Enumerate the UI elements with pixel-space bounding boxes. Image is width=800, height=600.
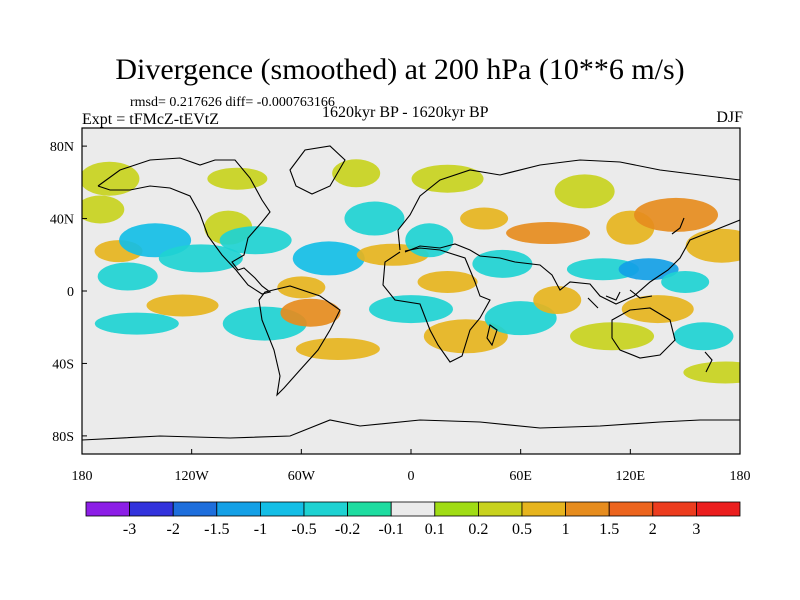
field-patch bbox=[506, 222, 591, 245]
field-patch bbox=[97, 262, 158, 291]
field-patch bbox=[554, 174, 615, 209]
field-patch bbox=[82, 161, 140, 196]
field-patch bbox=[332, 159, 381, 188]
colorbar-label: -1 bbox=[254, 521, 267, 538]
colorbar-swatch bbox=[216, 501, 261, 517]
field-patch bbox=[460, 207, 509, 230]
colorbar: -3 -2 -1.5 -1 -0.5 -0.2 -0.1 0.1 0.2 0.5 1 1.5 2 3 bbox=[85, 501, 741, 538]
season-label: DJF bbox=[716, 109, 743, 126]
x-tick-label: 0 bbox=[408, 469, 415, 484]
y-tick-label: 40S bbox=[52, 357, 74, 372]
colorbar-swatch bbox=[347, 501, 392, 517]
experiment-label: Expt = tFMcZ-tEVtZ bbox=[82, 111, 220, 128]
coast-madagascar bbox=[486, 324, 498, 347]
x-tick-label: 120E bbox=[616, 469, 646, 484]
colorbar-label: 0.5 bbox=[512, 521, 532, 538]
field-patch bbox=[484, 301, 557, 336]
field-patch bbox=[82, 195, 125, 224]
colorbar-swatch bbox=[652, 501, 697, 517]
colorbar-swatch bbox=[696, 501, 741, 517]
field-patch bbox=[94, 312, 179, 335]
field-patch bbox=[673, 322, 734, 351]
field-patch bbox=[207, 167, 268, 190]
coastlines bbox=[82, 145, 740, 441]
colorbar-swatch bbox=[129, 501, 174, 517]
colorbar-swatch bbox=[390, 501, 436, 517]
coast-south-america bbox=[258, 285, 341, 397]
colorbar-swatch bbox=[303, 501, 348, 517]
field-patch bbox=[277, 276, 326, 299]
field-patch bbox=[634, 197, 719, 232]
colorbar-label: 3 bbox=[692, 521, 700, 538]
y-tick-label: 80S bbox=[52, 430, 74, 445]
x-tick-label: 60E bbox=[509, 469, 532, 484]
coast-greenland bbox=[289, 145, 346, 195]
colorbar-label: 0.2 bbox=[468, 521, 488, 538]
colorbar-swatch bbox=[565, 501, 610, 517]
field-patch bbox=[661, 270, 710, 293]
field-patch bbox=[618, 258, 679, 281]
colorbar-swatch bbox=[521, 501, 566, 517]
coast-africa bbox=[382, 247, 491, 363]
coast-europe-asia bbox=[397, 159, 740, 305]
coast-islands bbox=[587, 217, 713, 373]
field-patch bbox=[344, 201, 405, 236]
field-patch bbox=[158, 244, 243, 273]
colorbar-swatch bbox=[477, 501, 523, 517]
colorbar-swatch bbox=[608, 501, 654, 517]
axes: 180 120W 60W 0 60E 120E 180 80N 40N 0 40S 80S bbox=[50, 140, 751, 484]
colorbar-label: -1.5 bbox=[204, 521, 229, 538]
colorbar-label: 1 bbox=[562, 521, 570, 538]
field-patch bbox=[621, 295, 694, 324]
colorbar-label: 2 bbox=[649, 521, 657, 538]
field-patch bbox=[280, 298, 341, 327]
field-patch bbox=[219, 226, 292, 255]
colorbar-label: 0.1 bbox=[425, 521, 445, 538]
field-patch bbox=[685, 228, 740, 263]
y-tick-label: 80N bbox=[50, 140, 74, 155]
colorbar-swatch bbox=[434, 501, 479, 517]
coast-australia bbox=[611, 307, 676, 359]
field-patch bbox=[566, 258, 639, 281]
stats-text: rmsd= 0.217626 diff= -0.000763166 bbox=[130, 95, 335, 110]
field-patch bbox=[146, 294, 219, 317]
colorbar-label: -0.1 bbox=[379, 521, 404, 538]
colorbar-label: -3 bbox=[123, 521, 136, 538]
field-patch bbox=[292, 241, 365, 276]
colorbar-label: -2 bbox=[167, 521, 180, 538]
field-patch bbox=[295, 337, 380, 360]
x-tick-label: 180 bbox=[730, 469, 751, 484]
y-tick-label: 0 bbox=[67, 285, 74, 300]
field-patch bbox=[472, 249, 533, 278]
colorbar-label: 1.5 bbox=[599, 521, 619, 538]
period-label: 1620kyr BP - 1620kyr BP bbox=[322, 104, 489, 121]
field-patch bbox=[423, 319, 508, 354]
coast-antarctica bbox=[82, 419, 740, 441]
field-patch bbox=[411, 164, 484, 193]
x-tick-label: 60W bbox=[288, 469, 316, 484]
x-tick-label: 180 bbox=[72, 469, 93, 484]
colorbar-label: -0.5 bbox=[291, 521, 316, 538]
chart-title: Divergence (smoothed) at 200 hPa (10**6 … bbox=[115, 53, 685, 86]
colorbar-label: -0.2 bbox=[335, 521, 360, 538]
field-patch bbox=[417, 270, 478, 293]
colorbar-swatch bbox=[172, 501, 218, 517]
colorbar-swatch bbox=[85, 501, 130, 517]
coast-north-america bbox=[97, 157, 272, 295]
field-patch bbox=[683, 361, 740, 384]
field-patch bbox=[533, 286, 582, 315]
y-tick-label: 40N bbox=[50, 213, 74, 228]
field-layer bbox=[82, 159, 740, 384]
colorbar-swatch bbox=[259, 501, 305, 517]
map-background bbox=[82, 128, 740, 454]
field-patch bbox=[369, 295, 453, 324]
x-tick-label: 120W bbox=[175, 469, 210, 484]
